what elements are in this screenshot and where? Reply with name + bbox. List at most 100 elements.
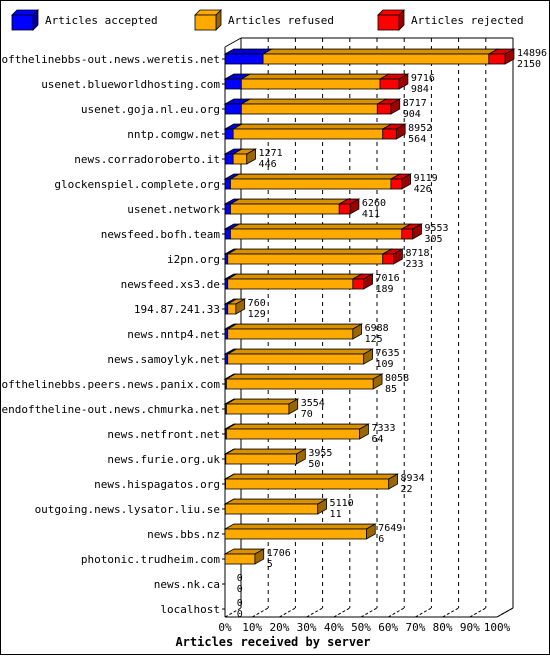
bar-segment xyxy=(339,204,350,214)
data-label-refused: 109 xyxy=(376,359,394,370)
data-label-accepted: 1271 xyxy=(259,148,283,159)
bar-segment xyxy=(380,79,399,89)
bar-segment-top xyxy=(226,399,297,404)
y-tick-label: outgoing.news.lysator.liu.se xyxy=(35,503,220,516)
x-tick-label: 10% xyxy=(242,621,262,634)
y-tick-label: news.hispagatos.org xyxy=(94,478,220,491)
data-label-accepted: 760 xyxy=(248,298,266,309)
bar-segment-top xyxy=(226,374,382,379)
bar-segment xyxy=(225,154,233,164)
bar-segment xyxy=(230,229,401,239)
bar-segment-top xyxy=(230,224,410,229)
bar-segment xyxy=(225,179,230,189)
bar-segment xyxy=(225,504,317,514)
bar-segment xyxy=(226,379,373,389)
x-tick-label: 70% xyxy=(405,621,425,634)
data-label-refused: 984 xyxy=(411,84,429,95)
data-label-refused: 426 xyxy=(414,184,432,195)
data-label-accepted: 9553 xyxy=(424,223,448,234)
bar-segment-top xyxy=(225,499,326,504)
data-label-refused: 189 xyxy=(376,284,394,295)
bar-segment xyxy=(225,354,228,364)
data-label-refused: 22 xyxy=(401,484,413,495)
bar-segment xyxy=(228,279,353,289)
data-label-refused: 0 xyxy=(237,609,243,620)
legend-entry: Articles refused xyxy=(228,14,334,27)
bar-segment-top xyxy=(228,249,392,254)
bar-segment xyxy=(225,529,366,539)
bar-segment-top xyxy=(241,99,386,104)
bar-segment xyxy=(225,229,230,239)
bar-segment-top xyxy=(228,324,362,329)
bar-segment xyxy=(226,454,297,464)
y-tick-label: usenet.network xyxy=(127,203,220,216)
x-axis-label: Articles received by server xyxy=(175,635,370,649)
y-tick-label: photonic.trudheim.com xyxy=(81,553,220,566)
bar-segment-top xyxy=(226,474,398,479)
bar-segment xyxy=(225,304,228,314)
data-label-refused: 64 xyxy=(371,434,383,445)
bar-segment xyxy=(225,104,241,114)
data-label-accepted: 8718 xyxy=(405,248,429,259)
y-tick-label: usenet.goja.nl.eu.org xyxy=(81,103,220,116)
y-tick-label: usenet.blueworldhosting.com xyxy=(41,78,220,91)
bar-segment xyxy=(225,79,241,89)
x-tick-label: 0% xyxy=(218,621,232,634)
bar-segment-top xyxy=(241,74,389,79)
data-label-accepted: 3955 xyxy=(308,448,332,459)
data-label-refused: 5 xyxy=(267,559,273,570)
x-tick-label: 30% xyxy=(297,621,317,634)
data-label-accepted: 14896 xyxy=(517,48,547,59)
x-tick-label: 20% xyxy=(269,621,289,634)
bar-segment-top xyxy=(263,49,498,54)
bar-segment xyxy=(263,54,489,64)
data-label-accepted: 8952 xyxy=(408,123,432,134)
bar-segment xyxy=(228,254,383,264)
bar-segment xyxy=(402,229,413,239)
data-label-accepted: 5110 xyxy=(330,498,354,509)
bar-segment xyxy=(225,554,255,564)
bar-segment xyxy=(226,404,289,414)
data-label-refused: 129 xyxy=(248,309,266,320)
data-label-accepted: 6988 xyxy=(365,323,389,334)
data-label-refused: 70 xyxy=(301,409,313,420)
data-label-accepted: 8717 xyxy=(403,98,427,109)
x-tick-label: 40% xyxy=(324,621,344,634)
bar-segment xyxy=(225,129,233,139)
data-label-refused: 233 xyxy=(405,259,423,270)
x-tick-label: 100% xyxy=(484,621,511,634)
bar-segment xyxy=(226,479,389,489)
x-tick-label: 80% xyxy=(433,621,453,634)
bar-segment-top xyxy=(226,424,368,429)
bar-segment xyxy=(225,54,263,64)
y-tick-label: news.nntp4.net xyxy=(127,328,220,341)
bar-segment-top xyxy=(228,349,373,354)
data-label-refused: 2150 xyxy=(517,59,541,70)
y-tick-label: news.bbs.nz xyxy=(147,528,220,541)
bar-segment xyxy=(353,279,364,289)
y-tick-label: localhost xyxy=(160,603,220,616)
bar-segment-top xyxy=(225,524,375,529)
bar-segment xyxy=(241,104,377,114)
bar-segment xyxy=(228,329,353,339)
data-label-accepted: 8934 xyxy=(401,473,425,484)
bar-segment-top xyxy=(230,174,399,179)
bar-segment xyxy=(233,154,247,164)
data-label-refused: 0 xyxy=(237,584,243,595)
y-tick-label: 194.87.241.33 xyxy=(134,303,220,316)
legend-swatch xyxy=(12,15,33,30)
data-label-accepted: 8058 xyxy=(385,373,409,384)
bar-segment xyxy=(225,254,228,264)
data-label-refused: 11 xyxy=(330,509,342,520)
x-tick-label: 90% xyxy=(460,621,480,634)
bar-segment xyxy=(228,304,236,314)
bar-segment xyxy=(383,254,394,264)
y-tick-label: newsfeed.xs3.de xyxy=(121,278,220,291)
y-tick-label: news.corradoroberto.it xyxy=(74,153,220,166)
legend-swatch xyxy=(378,15,399,30)
data-label-refused: 6 xyxy=(378,534,384,545)
data-label-refused: 411 xyxy=(362,209,380,220)
bar-segment xyxy=(233,129,383,139)
